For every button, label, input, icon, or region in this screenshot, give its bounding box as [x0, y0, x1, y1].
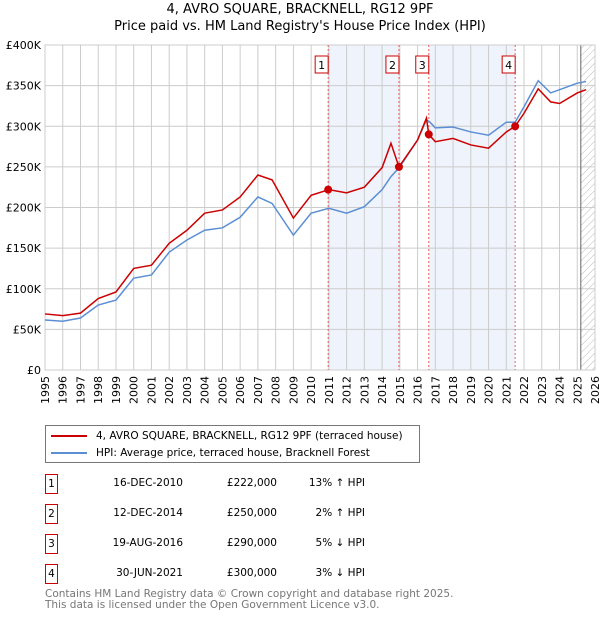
legend-label: 4, AVRO SQUARE, BRACKNELL, RG12 9PF (ter… [96, 430, 403, 442]
sale-date: 19-AUG-2016 [112, 537, 183, 549]
x-tick-label: 2003 [181, 376, 194, 404]
y-tick-label: £400K [6, 39, 42, 52]
legend-label: HPI: Average price, terraced house, Brac… [96, 447, 370, 459]
x-tick-label: 2010 [305, 376, 318, 404]
sale-date: 12-DEC-2014 [113, 507, 183, 519]
sale-date: 16-DEC-2010 [113, 477, 183, 489]
chart-plot: 1995 1996 1997 1998 1999 2000 2001 2002 2003 2004… [6, 39, 600, 404]
sale-row: 4 30-JUN-2021 £300,000 3% ↓ HPI [45, 564, 445, 584]
x-tick-label: 2014 [376, 376, 389, 404]
legend-swatch-red [51, 435, 87, 437]
chart-title: 4, AVRO SQUARE, BRACKNELL, RG12 9PF [166, 2, 434, 17]
sale-label: 2 [389, 59, 396, 72]
x-tick-label: 1999 [110, 376, 123, 404]
x-tick-label: 2023 [536, 376, 549, 404]
y-tick-label: £200K [6, 202, 42, 215]
sale-hpi-diff: 2% ↑ HPI [315, 507, 365, 519]
sale-point [394, 162, 403, 171]
x-tick-label: 2020 [483, 376, 496, 404]
x-tick-label: 2017 [429, 376, 442, 404]
sale-point [511, 122, 520, 131]
y-tick-label: £250K [6, 161, 42, 174]
x-tick-label: 2022 [518, 376, 531, 404]
legend: 4, AVRO SQUARE, BRACKNELL, RG12 9PF (ter… [45, 425, 420, 463]
x-tick-label: 2019 [465, 376, 478, 404]
sale-label: 4 [505, 59, 512, 72]
sale-price: £300,000 [226, 567, 277, 579]
x-tick-label: 2024 [554, 376, 567, 404]
x-tick-label: 1997 [74, 376, 87, 404]
sale-label-box [501, 55, 516, 74]
legend-item-hpi: HPI: Average price, terraced house, Brac… [51, 445, 370, 461]
x-tick-label: 2026 [589, 376, 600, 404]
sale-label-box [314, 55, 329, 74]
legend-item-property: 4, AVRO SQUARE, BRACKNELL, RG12 9PF (ter… [51, 428, 403, 444]
sale-label: 1 [318, 59, 325, 72]
sale-point [424, 130, 433, 139]
x-tick-label: 2008 [270, 376, 283, 404]
footer-line: This data is licensed under the Open Gov… [45, 599, 380, 611]
y-tick-label: £300K [6, 120, 42, 133]
sale-number-badge: 2 [45, 504, 58, 524]
chart-subtitle: Price paid vs. HM Land Registry's House … [114, 19, 486, 34]
sale-label: 3 [419, 59, 426, 72]
sale-date: 30-JUN-2021 [116, 567, 183, 579]
footer: Contains HM Land Registry data © Crown c… [45, 589, 453, 611]
x-tick-label: 2005 [216, 376, 229, 404]
footer-line: Contains HM Land Registry data © Crown c… [45, 588, 454, 600]
x-tick-label: 2025 [571, 376, 584, 404]
sale-row: 2 12-DEC-2014 £250,000 2% ↑ HPI [45, 504, 445, 524]
x-tick-label: 1996 [57, 376, 70, 404]
legend-swatch-blue [51, 452, 87, 454]
plot-frame [44, 44, 596, 371]
x-tick-label: 2002 [163, 376, 176, 404]
sale-row: 3 19-AUG-2016 £290,000 5% ↓ HPI [45, 534, 445, 554]
sale-number-badge: 1 [45, 474, 58, 494]
y-tick-label: £100K [6, 283, 42, 296]
x-tick-label: 2012 [341, 376, 354, 404]
x-tick-label: 1998 [92, 376, 105, 404]
sale-hpi-diff: 13% ↑ HPI [308, 477, 365, 489]
x-tick-label: 2016 [412, 376, 425, 404]
x-tick-label: 2018 [447, 376, 460, 404]
sale-price: £250,000 [226, 507, 277, 519]
x-tick-label: 1995 [39, 376, 52, 404]
x-tick-label: 2001 [145, 376, 158, 404]
y-tick-label: £50K [13, 323, 42, 336]
hpi-line [44, 79, 587, 323]
x-tick-label: 2004 [199, 376, 212, 404]
y-tick-label: £0 [27, 364, 41, 377]
x-tick-label: 2009 [287, 376, 300, 404]
sale-number-badge: 4 [45, 564, 58, 584]
y-tick-label: £150K [6, 242, 42, 255]
x-tick-label: 2006 [234, 376, 247, 404]
sale-point [324, 185, 333, 194]
x-tick-label: 2000 [128, 376, 141, 404]
sale-label-box [415, 55, 430, 74]
sale-row: 1 16-DEC-2010 £222,000 13% ↑ HPI [45, 474, 445, 494]
sale-number-badge: 3 [45, 534, 58, 554]
x-tick-label: 2013 [358, 376, 371, 404]
sale-hpi-diff: 3% ↓ HPI [315, 567, 365, 579]
x-tick-label: 2011 [323, 376, 336, 404]
sale-price: £290,000 [226, 537, 277, 549]
y-tick-label: £350K [6, 80, 42, 93]
x-tick-label: 2015 [394, 376, 407, 404]
sale-hpi-diff: 5% ↓ HPI [315, 537, 365, 549]
x-tick-label: 2007 [252, 376, 265, 404]
sale-label-box [385, 55, 400, 74]
x-tick-label: 2021 [500, 376, 513, 404]
sale-price: £222,000 [226, 477, 277, 489]
